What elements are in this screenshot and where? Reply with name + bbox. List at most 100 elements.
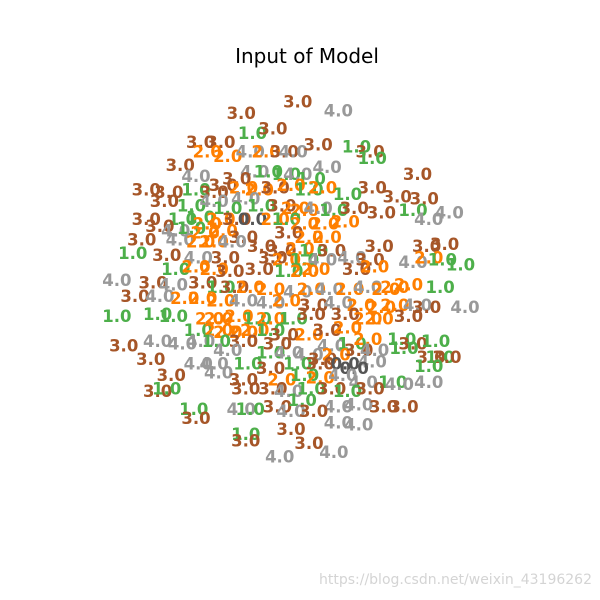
point-label-104: 1.0 bbox=[428, 251, 457, 270]
point-label-164: 2.0 bbox=[204, 321, 233, 340]
point-label-199: 4.0 bbox=[184, 355, 213, 374]
point-label-42: 3.0 bbox=[150, 192, 179, 211]
point-label-17: 3.0 bbox=[166, 156, 195, 175]
point-label-183: 3.0 bbox=[398, 334, 427, 353]
point-label-20: 4.0 bbox=[240, 163, 269, 182]
point-label-54: 3.0 bbox=[410, 190, 439, 209]
point-label-91: 3.0 bbox=[430, 235, 459, 254]
point-label-113: 3.0 bbox=[342, 260, 371, 279]
point-label-184: 1.0 bbox=[421, 332, 450, 351]
point-label-245: 3.0 bbox=[231, 432, 260, 451]
point-label-193: 4.0 bbox=[360, 341, 389, 360]
point-label-237: 3.0 bbox=[389, 398, 418, 417]
point-label-205: 0.0 bbox=[331, 355, 360, 374]
point-label-158: 3.0 bbox=[297, 305, 326, 324]
point-label-229: 1.0 bbox=[179, 400, 208, 419]
point-label-235: 4.0 bbox=[344, 395, 373, 414]
point-label-10: 2.0 bbox=[251, 142, 280, 161]
point-label-217: 1.0 bbox=[378, 373, 407, 392]
point-label-6: 3.0 bbox=[206, 133, 235, 152]
point-label-148: 4.0 bbox=[450, 298, 479, 317]
point-label-155: 1.0 bbox=[242, 310, 271, 329]
point-label-178: 3.0 bbox=[263, 334, 292, 353]
point-label-174: 4.0 bbox=[168, 334, 197, 353]
point-label-57: 3.0 bbox=[132, 210, 161, 229]
point-label-213: 1.0 bbox=[290, 366, 319, 385]
point-label-141: 3.0 bbox=[299, 296, 328, 315]
point-label-86: 2.0 bbox=[285, 239, 314, 258]
point-label-88: 3.0 bbox=[317, 242, 346, 261]
point-label-219: 4.0 bbox=[414, 373, 443, 392]
point-label-105: 1.0 bbox=[161, 260, 190, 279]
point-label-162: 3.0 bbox=[394, 307, 423, 326]
scatter-marks: 3.0 4.03.01.03.03.03.02.02.04.02.03.04.03… bbox=[102, 93, 479, 467]
point-label-35: 3.0 bbox=[132, 181, 161, 200]
point-label-116: 4.0 bbox=[102, 271, 131, 290]
point-label-209: 3.0 bbox=[157, 366, 186, 385]
point-label-188: 4.0 bbox=[274, 343, 303, 362]
point-label-220: 3.0 bbox=[143, 382, 172, 401]
point-label-61: 2.0 bbox=[206, 210, 235, 229]
point-label-189: 4.0 bbox=[294, 346, 323, 365]
point-label-68: 2.0 bbox=[331, 212, 360, 231]
point-label-21: 1.0 bbox=[254, 163, 283, 182]
point-label-25: 3.0 bbox=[403, 165, 432, 184]
point-label-14: 1.0 bbox=[342, 138, 371, 157]
point-label-36: 3.0 bbox=[154, 183, 183, 202]
point-label-128: 4.0 bbox=[353, 278, 382, 297]
point-label-240: 3.0 bbox=[181, 409, 210, 428]
point-label-41: 3.0 bbox=[383, 188, 412, 207]
point-label-167: 2.0 bbox=[240, 321, 269, 340]
point-label-43: 1.0 bbox=[177, 197, 206, 216]
point-label-144: 2.0 bbox=[367, 298, 396, 317]
point-label-166: 2.0 bbox=[229, 323, 258, 342]
point-label-133: 3.0 bbox=[120, 287, 149, 306]
point-label-225: 1.0 bbox=[297, 380, 326, 399]
point-label-195: 3.0 bbox=[416, 348, 445, 367]
point-label-22: 1.0 bbox=[272, 165, 301, 184]
point-label-5: 3.0 bbox=[186, 133, 215, 152]
point-label-33: 2.0 bbox=[308, 178, 337, 197]
point-label-96: 3.0 bbox=[258, 249, 287, 268]
point-label-50: 4.0 bbox=[303, 199, 332, 218]
point-label-136: 2.0 bbox=[188, 289, 217, 308]
point-label-23: 4.0 bbox=[283, 165, 312, 184]
point-label-53: 3.0 bbox=[367, 203, 396, 222]
point-label-103: 2.0 bbox=[414, 249, 443, 268]
point-label-44: 4.0 bbox=[199, 192, 228, 211]
point-label-243: 1.0 bbox=[231, 425, 260, 444]
point-label-218: 4.0 bbox=[385, 375, 414, 394]
point-label-112: 2.0 bbox=[301, 260, 330, 279]
point-label-194: 1.0 bbox=[389, 339, 418, 358]
point-label-172: 2.0 bbox=[333, 319, 362, 338]
point-label-131: 2.0 bbox=[394, 276, 423, 295]
point-label-192: 3.0 bbox=[344, 341, 373, 360]
point-label-125: 2.0 bbox=[297, 280, 326, 299]
point-label-152: 2.0 bbox=[195, 310, 224, 329]
point-label-154: 2.0 bbox=[224, 307, 253, 326]
point-label-97: 2.0 bbox=[272, 251, 301, 270]
point-label-26: 3.0 bbox=[222, 169, 251, 188]
point-label-111: 2.0 bbox=[290, 262, 319, 281]
point-label-32: 1.0 bbox=[294, 181, 323, 200]
point-label-19: 4.0 bbox=[181, 167, 210, 186]
point-label-1: 4.0 bbox=[324, 102, 353, 121]
point-label-46: 1.0 bbox=[247, 197, 276, 216]
point-label-90: 3.0 bbox=[412, 237, 441, 256]
point-label-140: 2.0 bbox=[272, 291, 301, 310]
point-label-83: 4.0 bbox=[218, 233, 247, 252]
point-label-232: 3.0 bbox=[263, 398, 292, 417]
point-label-70: 3.0 bbox=[145, 217, 174, 236]
point-label-9: 4.0 bbox=[236, 142, 265, 161]
point-label-3: 1.0 bbox=[238, 124, 267, 143]
point-label-207: 0.0 bbox=[340, 359, 369, 378]
point-label-247: 4.0 bbox=[265, 447, 294, 466]
point-label-29: 2.0 bbox=[245, 181, 274, 200]
point-label-102: 4.0 bbox=[398, 253, 427, 272]
point-label-63: 0.0 bbox=[238, 210, 267, 229]
point-label-145: 2.0 bbox=[380, 296, 409, 315]
point-label-24: 1.0 bbox=[297, 169, 326, 188]
point-label-51: 1.0 bbox=[319, 201, 348, 220]
point-label-40: 1.0 bbox=[333, 185, 362, 204]
point-label-208: 1.0 bbox=[414, 357, 443, 376]
